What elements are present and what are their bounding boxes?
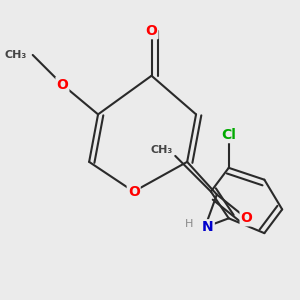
Text: CH₃: CH₃ bbox=[150, 145, 172, 155]
Text: H: H bbox=[185, 219, 193, 229]
Text: O: O bbox=[56, 78, 68, 92]
Text: CH₃: CH₃ bbox=[4, 50, 27, 60]
Text: O: O bbox=[146, 24, 158, 38]
Text: Cl: Cl bbox=[221, 128, 236, 142]
Text: O: O bbox=[241, 211, 253, 225]
Text: O: O bbox=[128, 184, 140, 199]
Text: N: N bbox=[202, 220, 214, 234]
